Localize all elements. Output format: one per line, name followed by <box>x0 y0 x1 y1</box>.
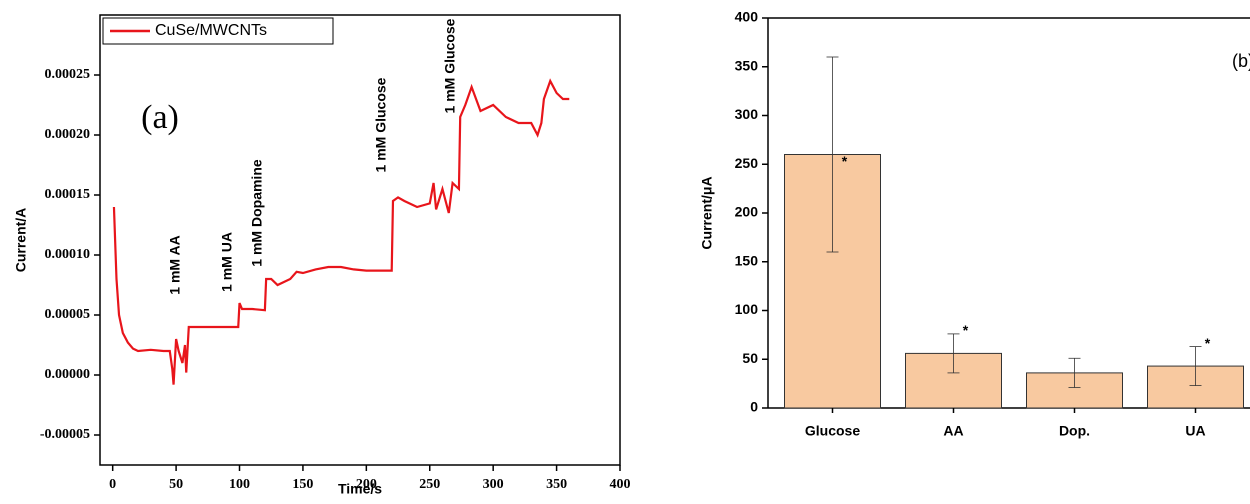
y-tick-label: -0.00005 <box>40 427 90 442</box>
x-tick-label: 350 <box>546 477 567 492</box>
annotation: 1 mM Glucose <box>373 77 389 172</box>
x-tick-label: 100 <box>229 477 250 492</box>
y-tick-label: 200 <box>735 204 759 220</box>
y-tick-label: 100 <box>735 301 759 317</box>
annotation: 1 mM Dopamine <box>249 159 265 267</box>
x-tick-label: Glucose <box>805 423 860 439</box>
x-axis-label: Time/s <box>338 481 382 497</box>
y-tick-label: 0.00005 <box>45 307 91 322</box>
x-tick-label: 0 <box>109 477 116 492</box>
y-tick-label: 350 <box>735 57 759 73</box>
legend-label: CuSe/MWCNTs <box>155 22 267 39</box>
y-axis-label: Current/A <box>13 208 29 273</box>
x-tick-label: UA <box>1185 423 1205 439</box>
x-tick-label: AA <box>943 423 963 439</box>
annotation: 1 mM Glucose <box>442 18 458 113</box>
x-tick-label: 150 <box>292 477 313 492</box>
y-axis-label: Current/μA <box>699 176 715 249</box>
annotation: (a) <box>141 99 179 136</box>
x-tick-label: 400 <box>610 477 631 492</box>
annotation: 1 mM UA <box>219 232 235 292</box>
x-tick-label: 200 <box>356 477 377 492</box>
significance-star: * <box>1205 335 1211 351</box>
y-tick-label: 0.00020 <box>45 127 91 142</box>
plot-frame <box>99 14 621 466</box>
y-tick-label: 400 <box>735 9 759 25</box>
x-tick-label: 300 <box>483 477 504 492</box>
y-tick-label: 0.00000 <box>45 367 91 382</box>
y-tick-label: 250 <box>735 155 759 171</box>
significance-star: * <box>842 153 848 169</box>
significance-star: * <box>963 322 969 338</box>
y-tick-label: 150 <box>735 252 759 268</box>
x-tick-label: 250 <box>419 477 440 492</box>
y-tick-label: 0.00025 <box>45 67 91 82</box>
x-tick-label: Dop. <box>1059 423 1090 439</box>
y-tick-label: 300 <box>735 106 759 122</box>
annotation: (b) <box>1232 51 1250 71</box>
y-tick-label: 0 <box>750 399 758 415</box>
y-tick-label: 50 <box>742 350 758 366</box>
data-line <box>112 78 570 385</box>
x-tick-label: 50 <box>169 477 183 492</box>
annotation: 1 mM AA <box>167 235 183 294</box>
y-tick-label: 0.00010 <box>45 247 91 262</box>
y-tick-label: 0.00015 <box>45 187 91 202</box>
